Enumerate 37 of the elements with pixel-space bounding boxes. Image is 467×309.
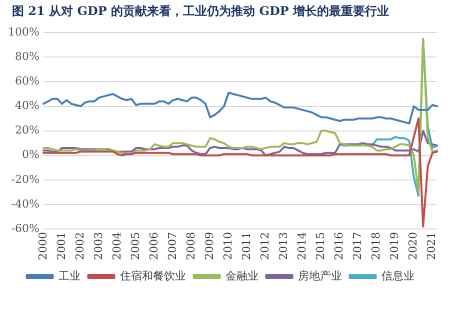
legend-label: 房地产业 (298, 269, 342, 282)
x-tick-label: 2004 (110, 232, 124, 260)
x-tick-label: 2017 (351, 232, 364, 260)
x-tick-label: 2000 (36, 232, 50, 260)
y-tick-label: 0% (22, 148, 40, 162)
x-tick-label: 2007 (166, 232, 179, 260)
x-tick-label: 2012 (258, 232, 272, 260)
x-tick-label: 2013 (277, 232, 290, 260)
y-tick-label: -60% (11, 222, 40, 235)
x-tick-label: 2003 (92, 232, 105, 260)
x-tick-label: 2020 (406, 232, 420, 260)
legend-label: 住宿和餐饮业 (120, 269, 186, 282)
y-tick-label: 60% (14, 74, 40, 88)
x-tick-label: 2021 (425, 232, 438, 260)
y-tick-label: 40% (14, 99, 40, 112)
x-tick-label: 2010 (222, 232, 235, 260)
y-tick-label: 100% (8, 25, 40, 38)
y-tick-label: -20% (11, 172, 40, 186)
y-tick-label: -40% (11, 197, 40, 210)
x-tick-label: 2015 (314, 232, 328, 260)
x-tick-label: 2009 (202, 232, 216, 260)
x-tick-label: 2011 (240, 232, 254, 260)
x-tick-label: 2001 (54, 232, 68, 260)
legend-label: 金融业 (225, 269, 258, 282)
chart-title: 图 21 从对 GDP 的贡献来看，工业仍为推动 GDP 增长的最重要行业 (11, 3, 390, 20)
y-tick-label: 80% (14, 50, 40, 64)
x-tick-label: 2014 (296, 232, 309, 260)
x-tick-label: 2018 (370, 232, 383, 260)
y-tick-label: 20% (14, 124, 40, 137)
x-tick-label: 2005 (128, 232, 142, 260)
x-tick-label: 2006 (147, 232, 160, 260)
x-tick-label: 2002 (73, 232, 86, 260)
x-tick-label: 2008 (184, 232, 198, 260)
legend-label: 信息业 (381, 269, 414, 282)
x-tick-label: 2016 (332, 232, 346, 260)
x-tick-label: 2019 (388, 232, 402, 260)
legend-label: 工业 (58, 269, 80, 282)
